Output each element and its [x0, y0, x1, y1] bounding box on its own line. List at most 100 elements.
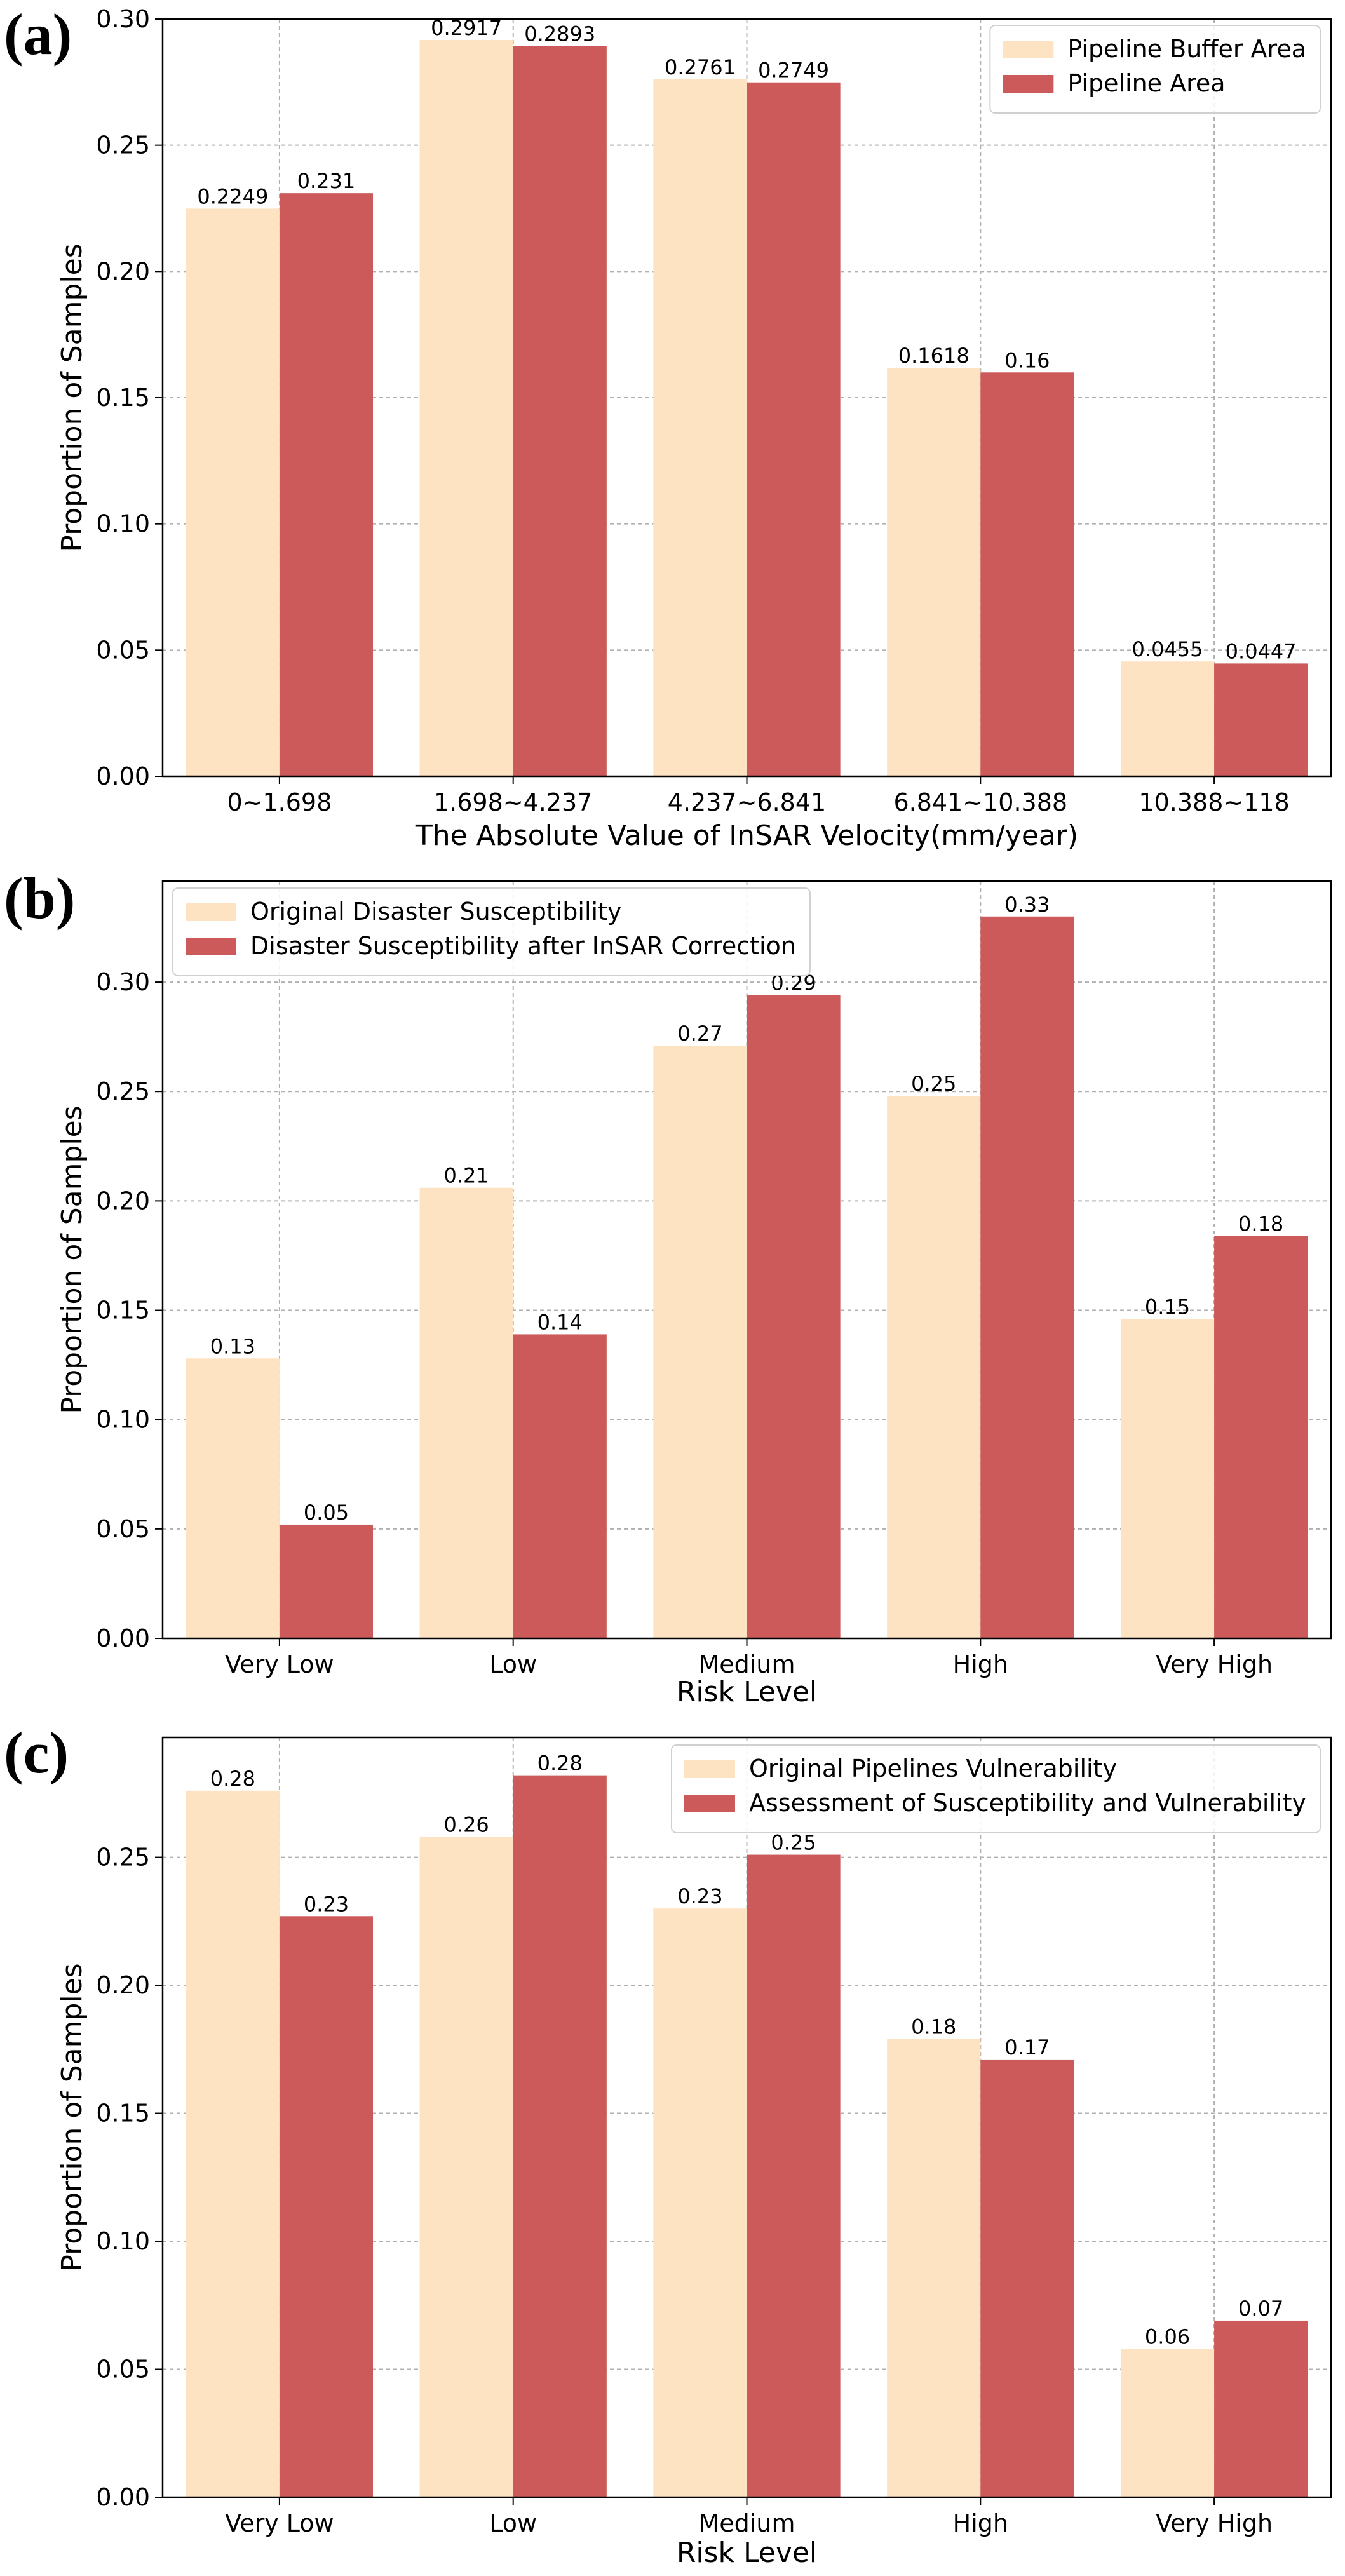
chart-svg-b: 0.00 0.05 0.10 0.15 0.20 0.25 0.30 0.13 0.21 0.27…	[56, 880, 1332, 1708]
bar-series1	[653, 79, 747, 777]
legend-box	[989, 25, 1321, 114]
y-axis-title: Proportion of Samples	[56, 1963, 88, 2271]
bar-series1	[186, 1358, 280, 1638]
bar-series1	[419, 1837, 513, 2497]
x-tick-label: High	[953, 1650, 1008, 1678]
bar-value-label: 0.28	[210, 1767, 255, 1791]
bar-series1	[419, 1187, 513, 1638]
y-tick-label: 0.20	[96, 257, 150, 285]
legend-label-2: Disaster Susceptibility after InSAR Corr…	[250, 932, 796, 960]
x-tick-label: Very High	[1156, 1650, 1273, 1678]
y-axis-title: Proportion of Samples	[56, 243, 88, 551]
bar-value-label: 0.0447	[1226, 639, 1297, 663]
bar-value-label: 0.28	[537, 1751, 583, 1776]
legend-swatch-1	[684, 1760, 735, 1778]
y-tick-label: 0.10	[96, 1406, 150, 1434]
y-tick-label: 0.10	[96, 510, 150, 538]
y-tick-label: 0.00	[96, 2483, 150, 2511]
bar-value-label: 0.16	[1004, 348, 1050, 372]
legend: Original Disaster Susceptibility Disaster…	[172, 887, 811, 976]
x-tick-label: Medium	[699, 1650, 795, 1678]
plot-frame	[161, 880, 1332, 1640]
bar-value-label: 0.25	[911, 1072, 956, 1096]
bar-series1	[1120, 2349, 1215, 2497]
y-tick-label: 0.00	[96, 1624, 150, 1652]
bar-value-label: 0.26	[444, 1812, 489, 1837]
y-tick-label: 0.05	[96, 1515, 150, 1543]
bar-series1	[887, 2039, 981, 2497]
legend-box	[172, 887, 811, 976]
legend-box	[670, 1744, 1321, 1833]
bar-series1	[653, 1908, 747, 2497]
legend: Pipeline Buffer Area Pipeline Area	[989, 25, 1321, 114]
x-tick-label: 4.237~6.841	[668, 788, 826, 816]
x-tick-label: Very Low	[225, 2509, 334, 2537]
bar-value-label: 0.0455	[1132, 637, 1203, 661]
y-tick-label: 0.15	[96, 2100, 150, 2128]
bar-series1	[186, 208, 280, 776]
bar-value-label: 0.2749	[758, 58, 829, 83]
bar-series2	[279, 193, 374, 776]
legend-label-1: Pipeline Buffer Area	[1067, 35, 1306, 63]
x-tick-label: High	[953, 2509, 1008, 2537]
x-axis-title: The Absolute Value of InSAR Velocity(mm/…	[415, 819, 1078, 852]
x-tick-label: 10.388~118	[1139, 788, 1289, 816]
legend-swatch-1	[1003, 41, 1054, 58]
bar-value-label: 0.06	[1145, 2324, 1190, 2349]
y-tick-label: 0.20	[96, 1971, 150, 1999]
bar-value-label: 0.14	[537, 1310, 583, 1334]
bar-series2	[279, 1524, 374, 1638]
bar-value-label: 0.231	[297, 169, 356, 193]
bar-series2	[980, 372, 1074, 776]
bar-value-label: 0.18	[1238, 1211, 1283, 1236]
bar-value-label: 0.13	[210, 1334, 255, 1358]
x-tick-label: Low	[489, 1650, 537, 1678]
legend: Original Pipelines Vulnerability Assessme…	[670, 1744, 1321, 1833]
legend-label-2: Pipeline Area	[1067, 69, 1225, 97]
bar-series2	[513, 46, 607, 777]
bar-value-label: 0.2761	[665, 55, 736, 79]
panel-label-b: (b)	[4, 866, 76, 931]
bar-series2	[513, 1775, 607, 2497]
legend-swatch-2	[186, 938, 236, 955]
bar-value-label: 0.2893	[524, 22, 595, 46]
bar-series1	[186, 1790, 280, 2497]
chart-panel-b: (b) 0.00 0.05 0.10 0.15 0.20 0.25 0.30 0.13 0.21…	[0, 864, 1345, 1718]
bar-value-label: 0.23	[677, 1884, 722, 1908]
bar-series2	[980, 916, 1074, 1638]
x-axis-title: Risk Level	[677, 1676, 817, 1708]
y-axis-title: Proportion of Samples	[56, 1105, 88, 1413]
plot-frame	[161, 1736, 1332, 2498]
bar-series1	[1120, 1319, 1215, 1638]
bar-series1	[653, 1045, 747, 1638]
bar-value-label: 0.33	[1004, 893, 1050, 917]
bar-value-label: 0.25	[771, 1831, 816, 1855]
bar-value-label: 0.07	[1238, 2296, 1283, 2321]
y-tick-label: 0.20	[96, 1187, 150, 1215]
bar-value-label: 0.21	[444, 1164, 489, 1188]
y-tick-label: 0.05	[96, 636, 150, 664]
bar-value-label: 0.17	[1004, 2035, 1050, 2060]
y-tick-label: 0.25	[96, 1077, 150, 1105]
y-tick-label: 0.00	[96, 762, 150, 790]
bar-value-label: 0.2249	[197, 184, 268, 208]
x-tick-label: Low	[489, 2509, 537, 2537]
x-tick-label: Very Low	[225, 1650, 334, 1678]
y-tick-label: 0.15	[96, 384, 150, 412]
y-tick-label: 0.25	[96, 131, 150, 159]
panel-label-c: (c)	[4, 1720, 69, 1785]
legend-swatch-2	[1003, 75, 1054, 93]
bar-series1	[1120, 661, 1215, 776]
bar-series2	[1214, 663, 1308, 776]
y-tick-label: 0.10	[96, 2227, 150, 2255]
x-tick-label: 0~1.698	[227, 788, 332, 816]
x-tick-label: Medium	[699, 2509, 795, 2537]
chart-panel-c: (c) 0.00 0.05 0.10 0.15 0.20 0.25 0.28 0.26 0.23…	[0, 1718, 1345, 2576]
bar-series1	[419, 39, 513, 777]
chart-panel-a: (a) 0.00 0.05 0.10 0.15 0.20 0.25 0.30 0.2249 0.…	[0, 0, 1345, 864]
y-tick-label: 0.30	[96, 968, 150, 996]
y-tick-label: 0.15	[96, 1297, 150, 1325]
chart-svg-c: 0.00 0.05 0.10 0.15 0.20 0.25 0.28 0.26 0.23 0.18…	[56, 1736, 1332, 2569]
bar-series2	[1214, 1236, 1308, 1638]
plot-frame	[161, 18, 1332, 778]
